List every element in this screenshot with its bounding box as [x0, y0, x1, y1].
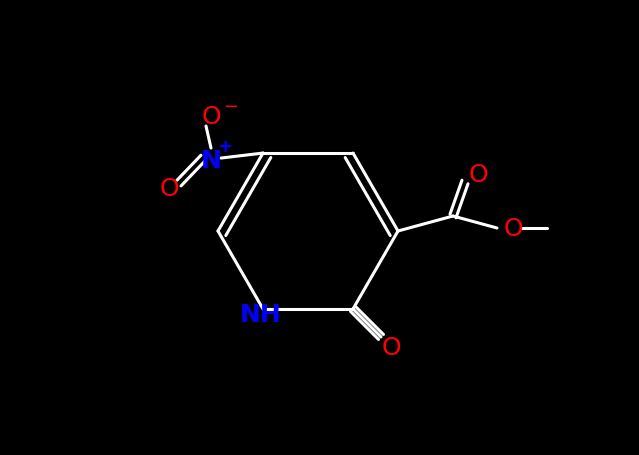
- Text: O: O: [201, 105, 221, 129]
- Text: NH: NH: [240, 302, 282, 326]
- Text: −: −: [224, 98, 238, 116]
- Text: +: +: [217, 138, 233, 156]
- Text: O: O: [503, 217, 523, 241]
- Text: O: O: [468, 162, 488, 187]
- Text: N: N: [201, 149, 222, 173]
- Text: O: O: [159, 177, 179, 201]
- Text: O: O: [381, 335, 401, 359]
